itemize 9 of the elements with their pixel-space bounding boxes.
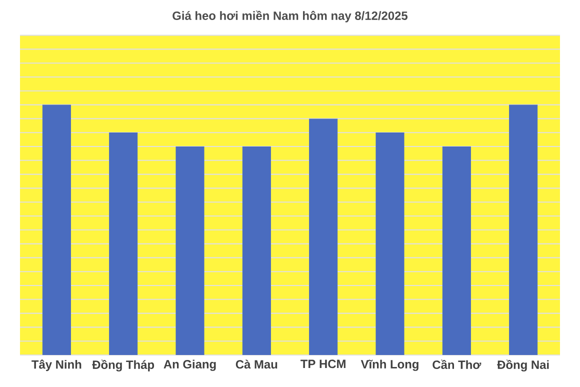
x-tick-label: Cà Mau [236, 360, 278, 369]
x-tick-label: Đồng Nai [497, 360, 549, 372]
x-tick-label: TP HCM [300, 360, 346, 368]
chart-title: Giá heo hơi miền Nam hôm nay 8/12/2025 [172, 10, 408, 22]
x-tick-label: An Giang [164, 360, 216, 371]
x-tick-label: Cần Thơ [432, 360, 482, 370]
x-tick-label: Vĩnh Long [360, 360, 418, 371]
x-tick-label: Tây Ninh [32, 360, 82, 372]
x-tick-label: Đồng Tháp [92, 360, 154, 372]
